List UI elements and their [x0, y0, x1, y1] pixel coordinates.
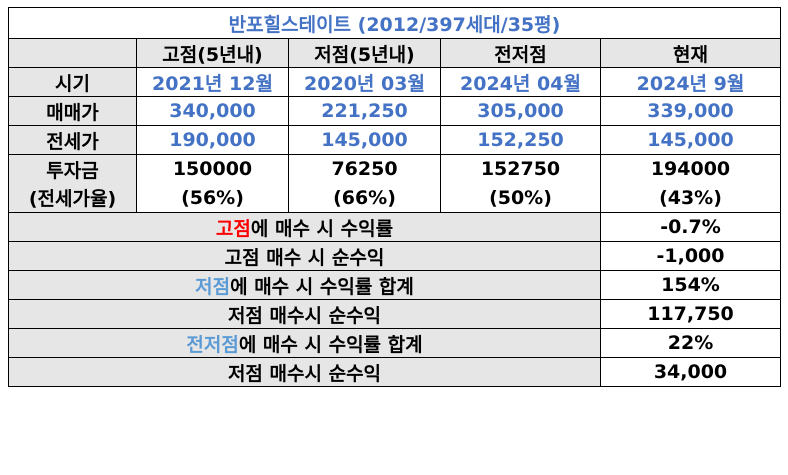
invest-current: 194000 [600, 154, 781, 184]
sale-current: 339,000 [600, 96, 781, 126]
sale-prev-low: 305,000 [440, 96, 601, 126]
header-low: 저점(5년내) [288, 38, 441, 68]
row-label-period: 시기 [8, 67, 137, 97]
summary-text: 에 매수 시 수익률 합계 [230, 275, 414, 298]
jeonse-low: 145,000 [288, 125, 441, 155]
summary-text: 고점 매수 시 순수익 [224, 246, 385, 269]
ratio-peak: (56%) [136, 183, 289, 213]
summary-text: 에 매수 시 수익률 합계 [238, 333, 423, 356]
summary-value: -1,000 [600, 241, 781, 271]
summary-highlight: 전저점 [186, 333, 239, 356]
summary-text: 에 매수 시 수익률 [250, 217, 394, 240]
summary-value: 154% [600, 270, 781, 300]
header-empty-cell [8, 38, 137, 68]
summary-label-low-return: 저점에 매수 시 수익률 합계 [8, 270, 601, 300]
invest-prev-low: 152750 [440, 154, 601, 184]
period-peak: 2021년 12월 [136, 67, 289, 97]
summary-value: 117,750 [600, 299, 781, 329]
table-title: 반포힐스테이트 (2012/397세대/35평) [8, 7, 781, 39]
summary-label-prev-low-profit: 저점 매수시 순수익 [8, 357, 601, 387]
period-low: 2020년 03월 [288, 67, 441, 97]
sale-peak: 340,000 [136, 96, 289, 126]
summary-label-peak-profit: 고점 매수 시 순수익 [8, 241, 601, 271]
period-current: 2024년 9월 [600, 67, 781, 97]
jeonse-current: 145,000 [600, 125, 781, 155]
ratio-current: (43%) [600, 183, 781, 213]
header-peak: 고점(5년내) [136, 38, 289, 68]
invest-peak: 150000 [136, 154, 289, 184]
invest-low: 76250 [288, 154, 441, 184]
sale-low: 221,250 [288, 96, 441, 126]
summary-highlight: 저점 [195, 275, 231, 298]
ratio-low: (66%) [288, 183, 441, 213]
jeonse-peak: 190,000 [136, 125, 289, 155]
summary-label-peak-return: 고점에 매수 시 수익률 [8, 212, 601, 242]
ratio-prev-low: (50%) [440, 183, 601, 213]
summary-text: 저점 매수시 순수익 [227, 304, 382, 327]
row-label-jeonse: 전세가 [8, 125, 137, 155]
summary-value: 22% [600, 328, 781, 358]
row-label-invest: 투자금 [8, 154, 137, 184]
summary-value: 34,000 [600, 357, 781, 387]
summary-highlight: 고점 [215, 217, 251, 240]
header-current: 현재 [600, 38, 781, 68]
summary-label-low-profit: 저점 매수시 순수익 [8, 299, 601, 329]
summary-label-prev-low-return: 전저점에 매수 시 수익률 합계 [8, 328, 601, 358]
jeonse-prev-low: 152,250 [440, 125, 601, 155]
summary-value: -0.7% [600, 212, 781, 242]
row-label-ratio: (전세가율) [8, 183, 137, 213]
row-label-sale: 매매가 [8, 96, 137, 126]
summary-text: 저점 매수시 순수익 [227, 362, 382, 385]
period-prev-low: 2024년 04월 [440, 67, 601, 97]
investment-table: 반포힐스테이트 (2012/397세대/35평) 고점(5년내) 저점(5년내)… [8, 7, 781, 387]
header-prev-low: 전저점 [440, 38, 601, 68]
